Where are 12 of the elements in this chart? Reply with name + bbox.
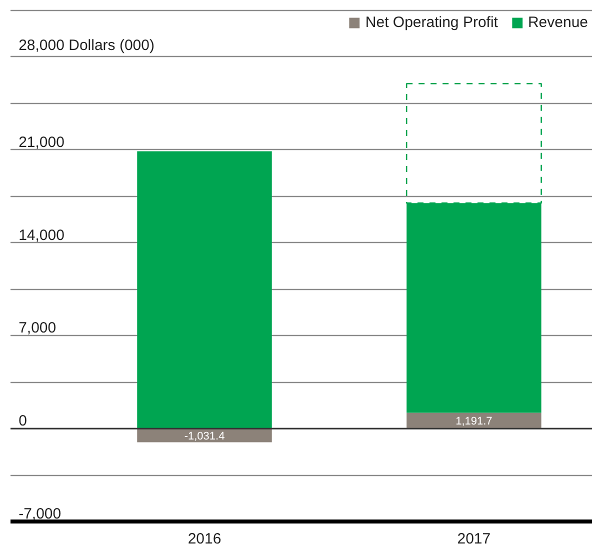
y-tick-label: 0 bbox=[18, 412, 27, 430]
y-tick-label: 7,000 bbox=[18, 320, 56, 337]
legend-label: Net Operating Profit bbox=[365, 14, 498, 31]
y-tick-label: 14,000 bbox=[18, 226, 64, 244]
legend-label: Revenue bbox=[528, 14, 588, 31]
data-label: 1,191.7 bbox=[456, 416, 492, 428]
x-tick-label: 2017 bbox=[457, 530, 491, 548]
y-tick-label: 28,000 Dollars (000) bbox=[18, 36, 155, 54]
y-tick-label: 21,000 bbox=[18, 134, 64, 151]
data-label: -1,031.4 bbox=[184, 430, 225, 442]
y-tick-label: -7,000 bbox=[18, 506, 62, 522]
x-tick-label: 2016 bbox=[188, 530, 222, 548]
